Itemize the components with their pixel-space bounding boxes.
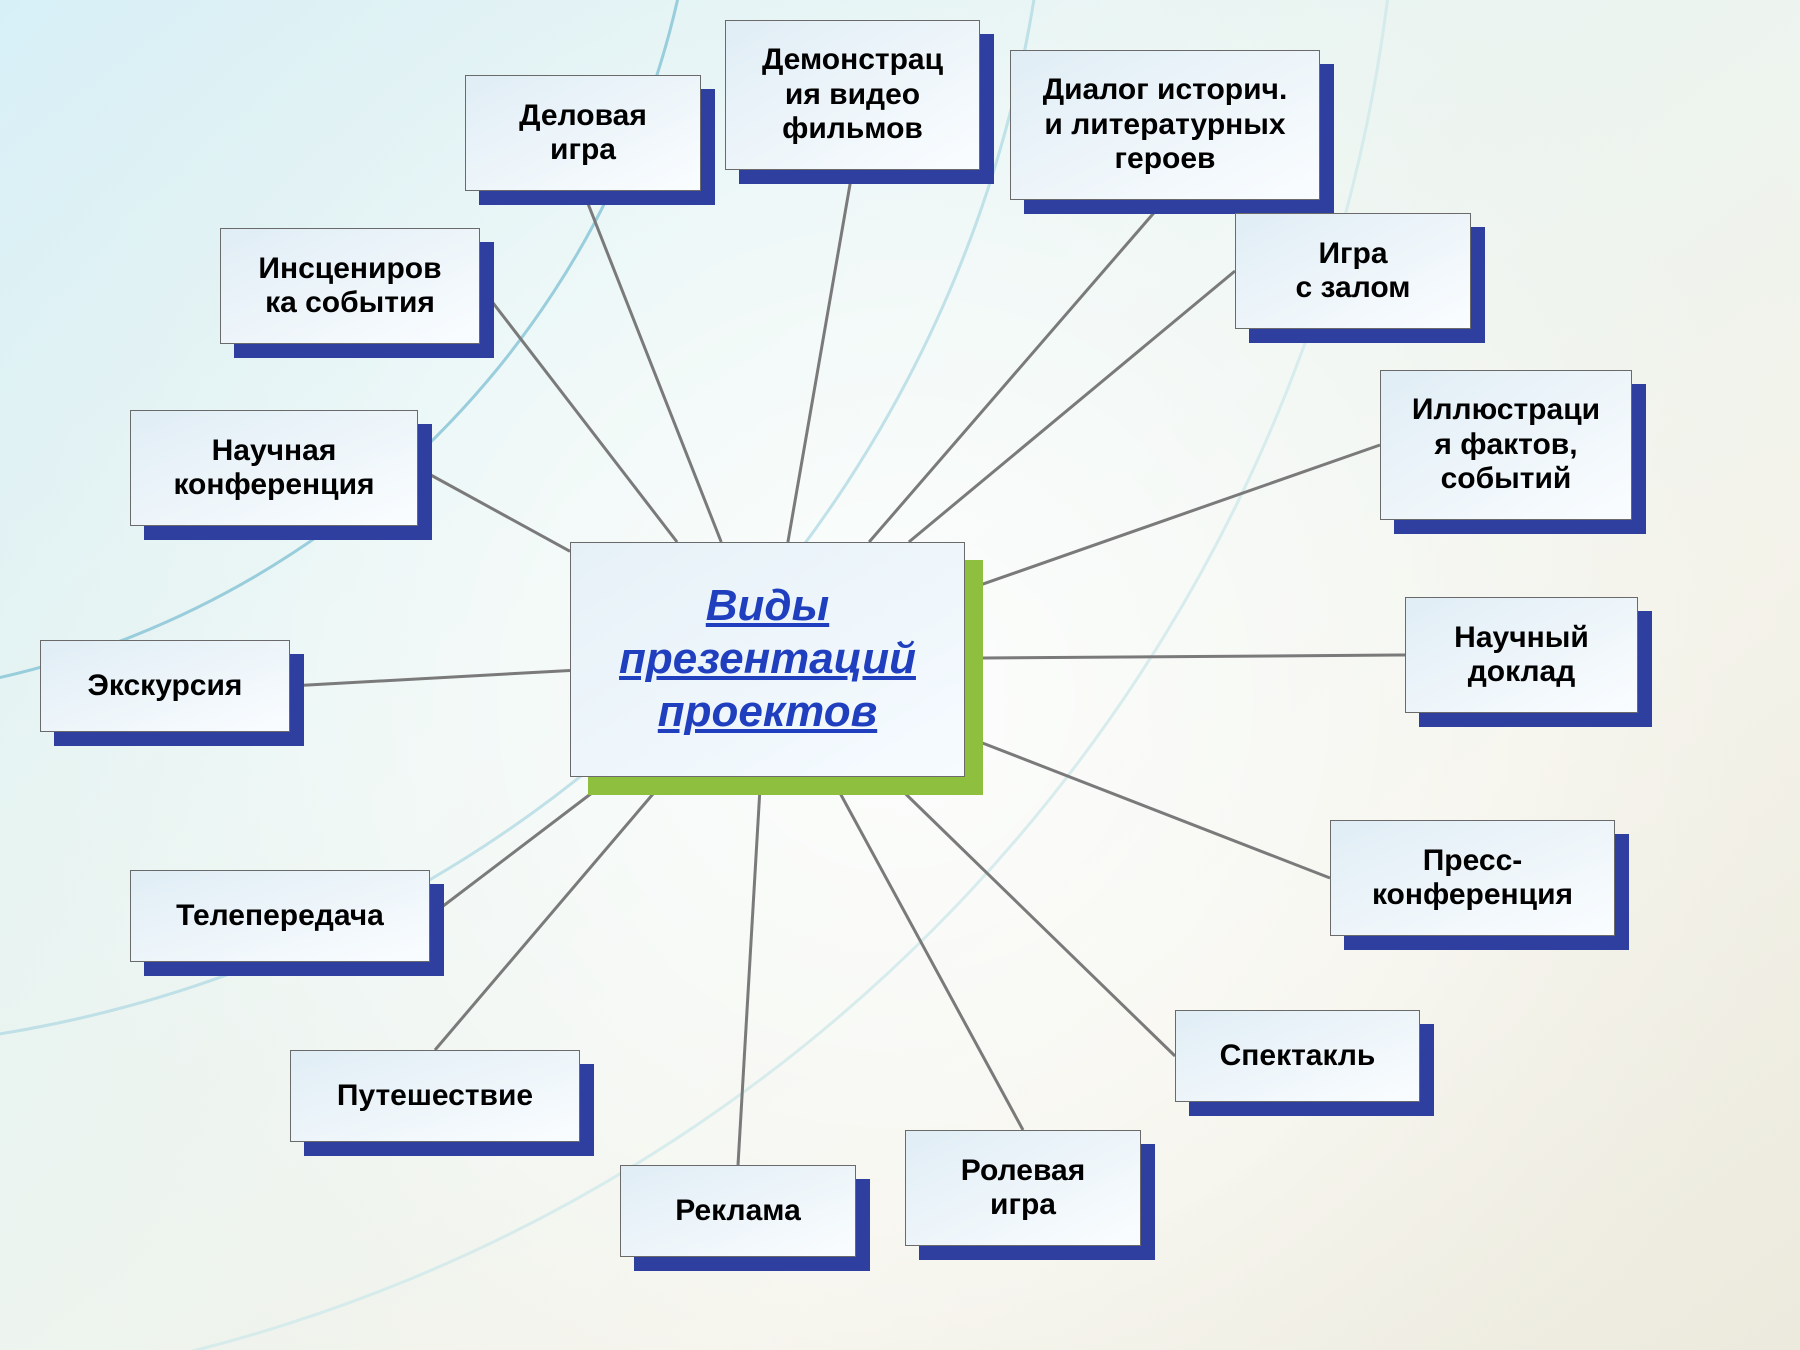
node-box: Научная конференция bbox=[130, 410, 418, 526]
outer-node-role-game: Ролевая игра bbox=[905, 1130, 1141, 1246]
node-box: Игра с залом bbox=[1235, 213, 1471, 329]
outer-node-demo-video: Демонстрац ия видео фильмов bbox=[725, 20, 980, 170]
spoke-line bbox=[965, 736, 1330, 878]
center-title: Виды презентаций проектов bbox=[619, 580, 916, 738]
outer-node-journey: Путешествие bbox=[290, 1050, 580, 1142]
node-box: Телепередача bbox=[130, 870, 430, 962]
node-box: Спектакль bbox=[1175, 1010, 1420, 1102]
center-node: Виды презентаций проектов bbox=[570, 542, 965, 777]
outer-node-sci-conference: Научная конференция bbox=[130, 410, 418, 526]
outer-node-excursion: Экскурсия bbox=[40, 640, 290, 732]
node-box: Ролевая игра bbox=[905, 1130, 1141, 1246]
node-label: Пресс- конференция bbox=[1372, 844, 1573, 913]
outer-node-business-game: Деловая игра bbox=[465, 75, 701, 191]
spoke-line bbox=[788, 170, 853, 542]
outer-node-sci-report: Научный доклад bbox=[1405, 597, 1638, 713]
spoke-line bbox=[869, 200, 1165, 542]
spoke-line bbox=[435, 777, 667, 1050]
node-box: Путешествие bbox=[290, 1050, 580, 1142]
outer-node-spectacle: Спектакль bbox=[1175, 1010, 1420, 1102]
spoke-line bbox=[418, 468, 570, 551]
node-box: Экскурсия bbox=[40, 640, 290, 732]
spoke-line bbox=[965, 655, 1405, 658]
spoke-line bbox=[480, 286, 677, 542]
spoke-line bbox=[583, 191, 721, 542]
spoke-line bbox=[831, 777, 1023, 1130]
node-label: Научная конференция bbox=[173, 434, 374, 503]
spoke-line bbox=[430, 777, 613, 916]
node-box: Пресс- конференция bbox=[1330, 820, 1615, 936]
node-label: Иллюстраци я фактов, событий bbox=[1412, 393, 1600, 497]
node-label: Ролевая игра bbox=[961, 1154, 1085, 1223]
node-label: Спектакль bbox=[1220, 1039, 1376, 1074]
spoke-line bbox=[290, 670, 570, 686]
node-label: Игра с залом bbox=[1295, 237, 1410, 306]
spoke-line bbox=[909, 271, 1235, 542]
node-label: Экскурсия bbox=[88, 669, 243, 704]
node-label: Диалог историч. и литературных героев bbox=[1043, 73, 1288, 177]
outer-node-press-conf: Пресс- конференция bbox=[1330, 820, 1615, 936]
outer-node-game-hall: Игра с залом bbox=[1235, 213, 1471, 329]
node-box: Деловая игра bbox=[465, 75, 701, 191]
spoke-line bbox=[888, 777, 1175, 1056]
outer-node-advert: Реклама bbox=[620, 1165, 856, 1257]
center-box: Виды презентаций проектов bbox=[570, 542, 965, 777]
outer-node-tv-show: Телепередача bbox=[130, 870, 430, 962]
node-box: Инсцениров ка события bbox=[220, 228, 480, 344]
node-box: Диалог историч. и литературных героев bbox=[1010, 50, 1320, 200]
node-label: Реклама bbox=[675, 1194, 801, 1229]
node-label: Путешествие bbox=[337, 1079, 533, 1114]
spoke-line bbox=[965, 445, 1380, 590]
spoke-line bbox=[738, 777, 761, 1165]
node-box: Иллюстраци я фактов, событий bbox=[1380, 370, 1632, 520]
node-box: Научный доклад bbox=[1405, 597, 1638, 713]
node-box: Демонстрац ия видео фильмов bbox=[725, 20, 980, 170]
node-box: Реклама bbox=[620, 1165, 856, 1257]
node-label: Инсцениров ка события bbox=[258, 252, 441, 321]
node-label: Деловая игра bbox=[519, 99, 647, 168]
node-label: Телепередача bbox=[176, 899, 384, 934]
node-label: Научный доклад bbox=[1454, 621, 1589, 690]
node-label: Демонстрац ия видео фильмов bbox=[762, 43, 943, 147]
outer-node-illus-facts: Иллюстраци я фактов, событий bbox=[1380, 370, 1632, 520]
diagram-stage: Виды презентаций проектов Демонстрац ия в… bbox=[0, 0, 1800, 1350]
outer-node-dialog-heroes: Диалог историч. и литературных героев bbox=[1010, 50, 1320, 200]
outer-node-staging-event: Инсцениров ка события bbox=[220, 228, 480, 344]
